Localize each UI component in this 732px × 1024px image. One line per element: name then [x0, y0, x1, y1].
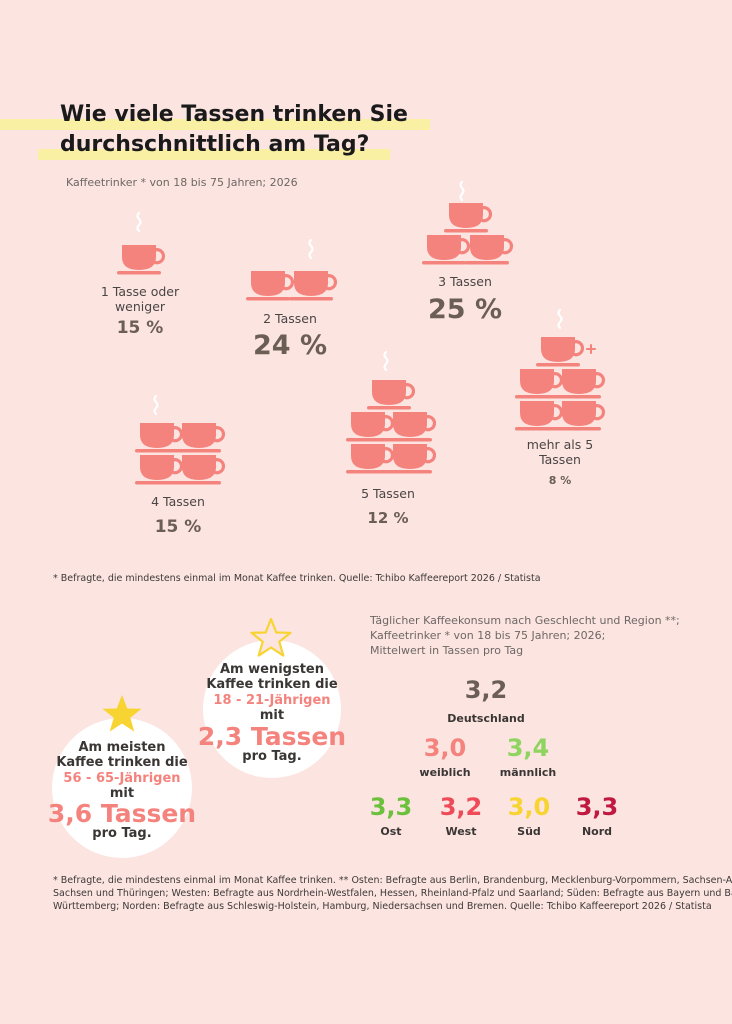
least-line1: Am wenigsten	[220, 662, 324, 677]
cup-3-top	[444, 203, 493, 233]
title-highlight-2	[38, 149, 390, 160]
label-weiblich: weiblich	[419, 766, 471, 779]
least-line2: Kaffee trinken die	[206, 677, 338, 692]
cup-6-b	[557, 369, 606, 399]
value-more-than-5-cups: 8 %	[548, 474, 572, 487]
cup-5-top	[367, 380, 416, 410]
label-sued: Süd	[517, 825, 541, 838]
label-maennlich: männlich	[499, 766, 557, 779]
cup-6-a	[515, 369, 564, 399]
label-ost: Ost	[380, 825, 402, 838]
steam-4	[153, 394, 159, 416]
cup-5-c	[346, 444, 395, 474]
steam-5	[383, 350, 389, 372]
label-more-than-5-cups: mehr als 5 Tassen	[526, 437, 594, 467]
label-deutschland: Deutschland	[447, 712, 525, 725]
cup-2-a	[246, 271, 295, 301]
steam-6	[557, 308, 563, 330]
cup-4-c	[135, 455, 184, 485]
most-per-day: pro Tag.	[92, 826, 152, 841]
least-callout-circle	[203, 640, 341, 778]
label-3-cups: 3 Tassen	[438, 274, 492, 289]
label-west: West	[445, 825, 477, 838]
value-weiblich: 3,0	[423, 734, 467, 762]
cup-5-d	[388, 444, 437, 474]
cup-4-b	[177, 423, 226, 453]
label-1-cup: 1 Tasse oder weniger	[100, 284, 180, 314]
star-outline-icon	[250, 617, 292, 657]
most-line1: Am meisten	[78, 740, 166, 755]
least-per-day: pro Tag.	[242, 749, 302, 764]
cup-6-d	[557, 401, 606, 431]
page-title-line1: Wie viele Tassen trinken Sie	[60, 102, 408, 127]
footnote-2-line2: Sachsen und Thüringen; Westen: Befragte …	[53, 888, 732, 899]
region-title-line3: Mittelwert in Tassen pro Tag	[370, 644, 524, 657]
star-filled-icon	[102, 695, 142, 732]
cup-3-b	[465, 235, 514, 265]
subtitle: Kaffeetrinker * von 18 bis 75 Jahren; 20…	[66, 176, 298, 189]
region-title-line1: Täglicher Kaffeekonsum nach Geschlecht u…	[370, 614, 680, 627]
most-callout-circle	[52, 718, 192, 858]
most-value: 3,6 Tassen	[47, 799, 197, 828]
value-5-cups: 12 %	[367, 509, 409, 527]
cup-2-b	[289, 271, 338, 301]
steam-1	[136, 211, 142, 233]
least-mit: mit	[259, 708, 285, 723]
cup-3-a	[422, 235, 471, 265]
value-2-cups: 24 %	[252, 330, 328, 361]
cup-1-a	[117, 245, 166, 275]
cup-4-d	[177, 455, 226, 485]
most-mit: mit	[109, 786, 135, 801]
value-maennlich: 3,4	[506, 734, 550, 762]
footnote-2-line1: * Befragte, die mindestens einmal im Mon…	[53, 875, 732, 886]
value-1-cup: 15 %	[116, 318, 164, 338]
cup-4-a	[135, 423, 184, 453]
page-title-line2: durchschnittlich am Tag?	[60, 132, 370, 157]
value-deutschland: 3,2	[464, 676, 508, 704]
least-value: 2,3 Tassen	[197, 722, 347, 751]
footnote-2-line3: Württemberg; Norden: Befragte aus Schles…	[53, 901, 712, 912]
steam-3	[459, 180, 465, 202]
cup-5-a	[346, 412, 395, 442]
cup-6-top	[536, 337, 585, 367]
value-sued: 3,0	[507, 793, 551, 821]
title-highlight-1	[0, 119, 430, 130]
cup-5-b	[388, 412, 437, 442]
label-nord: Nord	[581, 825, 613, 838]
label-2-cups: 2 Tassen	[263, 311, 317, 326]
label-4-cups: 4 Tassen	[151, 494, 205, 509]
most-age: 56 - 65-Jährigen	[63, 771, 181, 786]
steam-2	[308, 238, 314, 260]
least-age: 18 - 21-Jährigen	[213, 693, 331, 708]
region-title-line2: Kaffeetrinker * von 18 bis 75 Jahren; 20…	[370, 629, 606, 642]
value-nord: 3,3	[575, 793, 619, 821]
cup-6-c	[515, 401, 564, 431]
plus-icon	[586, 344, 596, 354]
value-west: 3,2	[439, 793, 483, 821]
value-3-cups: 25 %	[427, 294, 503, 325]
label-5-cups: 5 Tassen	[361, 486, 415, 501]
value-ost: 3,3	[369, 793, 413, 821]
most-line2: Kaffee trinken die	[56, 755, 188, 770]
value-4-cups: 15 %	[154, 517, 202, 537]
footnote-1: * Befragte, die mindestens einmal im Mon…	[53, 573, 541, 584]
